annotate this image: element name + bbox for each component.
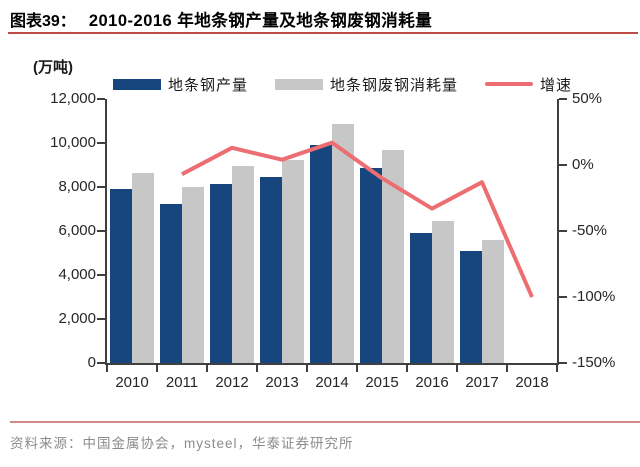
right-axis-tick [559, 362, 567, 364]
figure-number-label: 图表39： [10, 13, 76, 30]
left-axis-tick-label: 8,000 [58, 178, 96, 195]
right-axis-tick-label: -150% [572, 354, 616, 371]
legend-item-production: 地条钢产量 [113, 76, 249, 94]
bar-production [310, 145, 332, 363]
bar-scrap-consumption [382, 149, 404, 363]
left-axis-tick [97, 274, 105, 276]
right-axis-tick [559, 98, 567, 100]
x-axis-tick [306, 365, 308, 372]
bar-scrap-consumption [132, 172, 154, 363]
left-axis-tick [97, 186, 105, 188]
right-axis-tick-label: -100% [572, 288, 616, 305]
legend-swatch-growth-line [485, 82, 533, 86]
x-axis-tick [556, 365, 558, 372]
figure-header: 图表39： 2010-2016 年地条钢产量及地条钢废钢消耗量 [10, 7, 432, 31]
legend-item-growth: 增速 [485, 76, 573, 94]
right-axis-tick-label: 0% [572, 156, 594, 173]
left-axis-tick-label: 6,000 [58, 222, 96, 239]
bar-production [460, 250, 482, 363]
bar-production [360, 168, 382, 363]
left-axis-tick-label: 0 [87, 354, 96, 371]
x-axis-tick [506, 365, 508, 372]
x-axis-category-label: 2018 [515, 374, 549, 391]
bar-scrap-consumption [332, 124, 354, 363]
bar-production [160, 203, 182, 363]
x-axis-category-label: 2015 [365, 374, 399, 391]
bar-scrap-consumption [232, 166, 254, 363]
footer-divider-rule [10, 421, 640, 423]
left-axis-line [105, 99, 107, 365]
x-axis-category-label: 2016 [415, 374, 449, 391]
figure-title: 2010-2016 年地条钢产量及地条钢废钢消耗量 [88, 12, 433, 30]
x-axis-tick [106, 365, 108, 372]
legend-label-scrap: 地条钢废钢消耗量 [330, 76, 459, 94]
right-axis-tick [559, 230, 567, 232]
x-axis-tick [206, 365, 208, 372]
bar-scrap-consumption [182, 187, 204, 363]
x-axis-category-label: 2017 [465, 374, 499, 391]
x-axis-category-label: 2013 [265, 374, 299, 391]
left-axis-unit-label: (万吨) [33, 59, 73, 76]
legend-swatch-scrap [275, 78, 323, 90]
right-axis-tick [559, 164, 567, 166]
left-axis-tick [97, 230, 105, 232]
left-axis-tick [97, 318, 105, 320]
left-axis-tick-label: 4,000 [58, 266, 96, 283]
bar-scrap-consumption [282, 159, 304, 363]
legend-swatch-production [113, 78, 161, 90]
legend-label-growth: 增速 [540, 76, 573, 94]
x-axis-tick [406, 365, 408, 372]
title-divider-rule [8, 32, 638, 34]
growth-rate-polyline [181, 140, 534, 298]
x-axis-tick [356, 365, 358, 372]
bar-production [210, 183, 232, 363]
x-axis-tick [256, 365, 258, 372]
right-axis-tick-label: 50% [572, 90, 603, 107]
plot-area [97, 98, 567, 372]
left-axis-tick [97, 142, 105, 144]
right-axis-tick [559, 296, 567, 298]
bar-production [110, 189, 132, 363]
bar-production [260, 177, 282, 363]
x-axis-tick [456, 365, 458, 372]
x-axis-category-label: 2011 [165, 374, 199, 391]
x-axis-category-label: 2010 [115, 374, 149, 391]
x-axis-line [105, 363, 559, 365]
left-axis-tick-label: 2,000 [58, 310, 96, 327]
legend-item-scrap: 地条钢废钢消耗量 [275, 76, 459, 94]
right-axis-tick-label: -50% [572, 222, 608, 239]
left-axis-tick-label: 10,000 [50, 134, 96, 151]
left-axis-tick-label: 12,000 [50, 90, 96, 107]
bar-scrap-consumption [432, 221, 454, 363]
x-axis-tick [156, 365, 158, 372]
x-axis-category-label: 2014 [315, 374, 349, 391]
bar-scrap-consumption [482, 239, 504, 363]
growth-rate-line [181, 140, 534, 298]
left-axis-tick [97, 362, 105, 364]
x-axis-category-label: 2012 [215, 374, 249, 391]
bar-production [410, 233, 432, 363]
legend-label-production: 地条钢产量 [168, 76, 249, 94]
source-note: 资料来源：中国金属协会，mysteel，华泰证券研究所 [10, 436, 354, 451]
left-axis-tick [97, 98, 105, 100]
right-axis-line [557, 99, 559, 365]
